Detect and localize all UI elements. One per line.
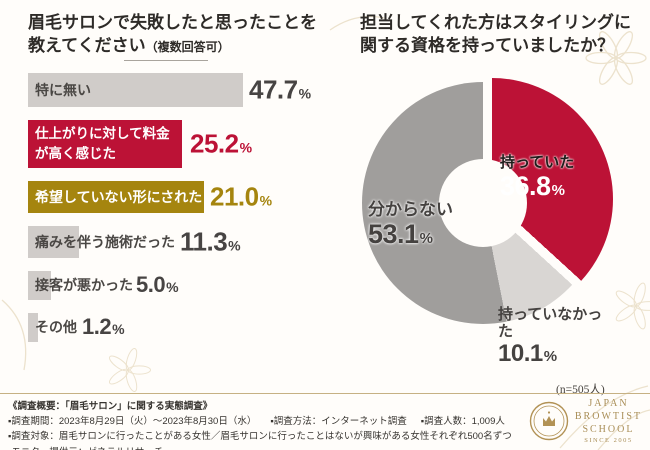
bar-list: 特に無い 47.7% 仕上がりに対して料金が高く感じた 25.2% 希望していな…: [28, 72, 333, 342]
bar-label: 希望していない形にされた: [35, 188, 203, 205]
footer-item-target: ▪調査対象：眉毛サロンに行ったことがある女性／眉毛サロンに行ったことはないが興味…: [8, 431, 512, 443]
bar-row: 特に無い 47.7%: [28, 72, 333, 107]
logo-line2: BROWTIST: [574, 410, 642, 422]
right-chart-title: 担当してくれた方はスタイリングに 関する資格を持っていましたか？: [360, 12, 645, 58]
title-underline: [124, 59, 208, 61]
left-chart-title: 眉毛サロンで失敗したと思ったことを 教えてください（複数回答可）: [28, 12, 333, 61]
left-title-line1: 眉毛サロンで失敗したと思ったことを: [28, 13, 317, 32]
footer-line-2: ▪調査対象：眉毛サロンに行ったことがある女性／眉毛サロンに行ったことはないが興味…: [8, 429, 640, 444]
bar-value: 1.2%: [82, 314, 125, 340]
bar-label: 仕上がりに対して料金が高く感じた: [35, 125, 170, 161]
bar-fill: [28, 180, 204, 213]
left-title-line2: 教えてください: [28, 35, 146, 55]
right-pie-chart: 担当してくれた方はスタイリングに 関する資格を持っていましたか？ 持っていた 3…: [360, 12, 645, 367]
bar-label: 接客が悪かった: [35, 277, 133, 294]
right-title-line1: 担当してくれた方はスタイリングに: [360, 13, 631, 32]
logo-line3: SCHOOL: [582, 423, 635, 435]
bar-value: 21.0%: [210, 181, 272, 212]
footer-line-1: ▪調査期間：2023年8月29日（火）～2023年8月30日（水） ▪調査方法：イ…: [8, 414, 640, 429]
bar-value: 5.0%: [136, 272, 179, 298]
bar-row: 接客が悪かった 5.0%: [28, 270, 333, 300]
footer-item-period: ▪調査期間：2023年8月29日（火）～2023年8月30日（水）: [8, 416, 257, 428]
bar-row: 希望していない形にされた 21.0%: [28, 180, 333, 213]
logo-since: SINCE 2005: [584, 436, 633, 444]
logo-line1: JAPAN: [588, 397, 629, 409]
bar-label: 特に無い: [35, 81, 91, 98]
bar-label: 痛みを伴う施術だった: [35, 233, 175, 250]
pie-chart: 持っていた 36.8% 分からない 53.1% 持っていなかった 10.1%: [362, 77, 613, 367]
right-title-line2: 関する資格を持っていましたか？: [360, 35, 615, 55]
logo-emblem-icon: [529, 401, 569, 440]
japan-browtist-school-logo: JAPAN BROWTIST SCHOOL SINCE 2005: [529, 397, 642, 445]
bar-row: 仕上がりに対して料金が高く感じた 25.2%: [28, 119, 333, 168]
slice-label-did-not-have: 持っていなかった 10.1%: [498, 305, 603, 368]
survey-overview-footer: 《調査概要：「眉毛サロン」に関する実態調査》 ▪調査期間：2023年8月29日（…: [0, 393, 650, 450]
footer-item-method: ▪調査方法：インターネット調査: [270, 416, 407, 428]
bar-fill: [28, 312, 38, 342]
bar-fill: [28, 270, 51, 300]
bar-row: その他 1.2%: [28, 312, 333, 342]
bar-fill: [28, 119, 182, 168]
slice-label-had: 持っていた 36.8%: [500, 153, 575, 202]
left-bar-chart: 眉毛サロンで失敗したと思ったことを 教えてください（複数回答可） 特に無い 47…: [28, 12, 333, 342]
bar-value: 11.3%: [180, 226, 241, 257]
footer-item-count: ▪調査人数：1,009人: [420, 416, 505, 428]
bar-value: 47.7%: [249, 74, 311, 105]
footer-item-monitor: ▪モニター提供元：ゼネラルリサーチ: [8, 447, 163, 450]
logo-text: JAPAN BROWTIST SCHOOL SINCE 2005: [575, 397, 642, 445]
pie-donut-hole: [439, 158, 527, 247]
bar-value: 25.2%: [190, 128, 252, 159]
slice-label-unknown: 分からない 53.1%: [368, 199, 453, 250]
footer-line-3: ▪モニター提供元：ゼネラルリサーチ: [8, 445, 640, 450]
footer-heading: 《調査概要：「眉毛サロン」に関する実態調査》: [8, 401, 213, 412]
left-title-note: （複数回答可）: [145, 39, 230, 54]
bar-label: その他: [35, 319, 77, 336]
bar-fill: [28, 225, 79, 258]
bar-row: 痛みを伴う施術だった 11.3%: [28, 225, 333, 258]
bar-fill: [28, 72, 243, 107]
